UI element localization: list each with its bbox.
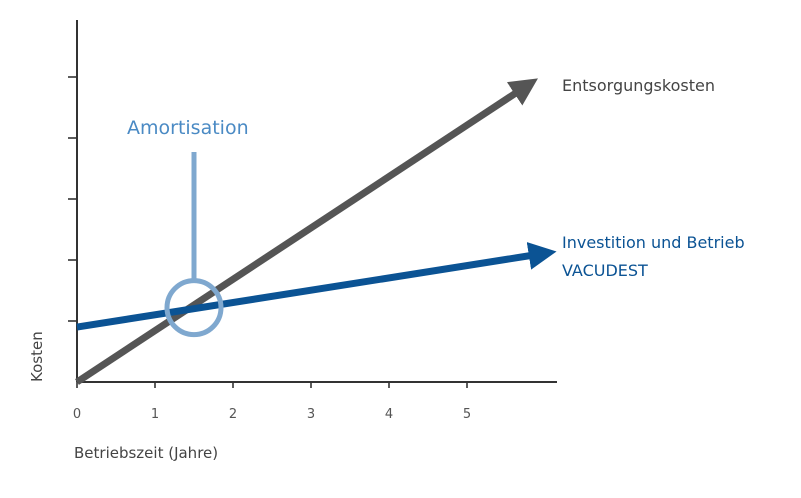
series-investition-line <box>76 241 557 331</box>
x-tick-label: 0 <box>73 407 81 422</box>
series-label-entsorgungskosten: Entsorgungskosten <box>562 76 715 95</box>
y-axis-title: Kosten <box>28 331 46 382</box>
axes <box>76 20 557 383</box>
x-tick-label: 2 <box>229 407 237 422</box>
x-tick-label: 3 <box>307 407 315 422</box>
series-entsorgungskosten-line <box>75 78 538 385</box>
annotation-layer: Amortisation <box>127 117 249 338</box>
x-tick-label: 5 <box>463 407 471 422</box>
series-label-investition-line-1: Investition und Betrieb <box>562 233 745 252</box>
x-axis-title: Betriebszeit (Jahre) <box>74 444 218 462</box>
amortisation-marker-circle <box>164 278 224 338</box>
x-ticks: 0 1 2 3 4 5 <box>73 382 471 422</box>
annotation-label-amortisation: Amortisation <box>127 117 249 139</box>
series-layer: Entsorgungskosten Investition und Betrieb… <box>75 76 745 385</box>
x-tick-label: 1 <box>151 407 159 422</box>
y-ticks <box>68 76 77 322</box>
series-label-investition-line-2: VACUDEST <box>562 261 648 280</box>
x-tick-label: 4 <box>385 407 393 422</box>
